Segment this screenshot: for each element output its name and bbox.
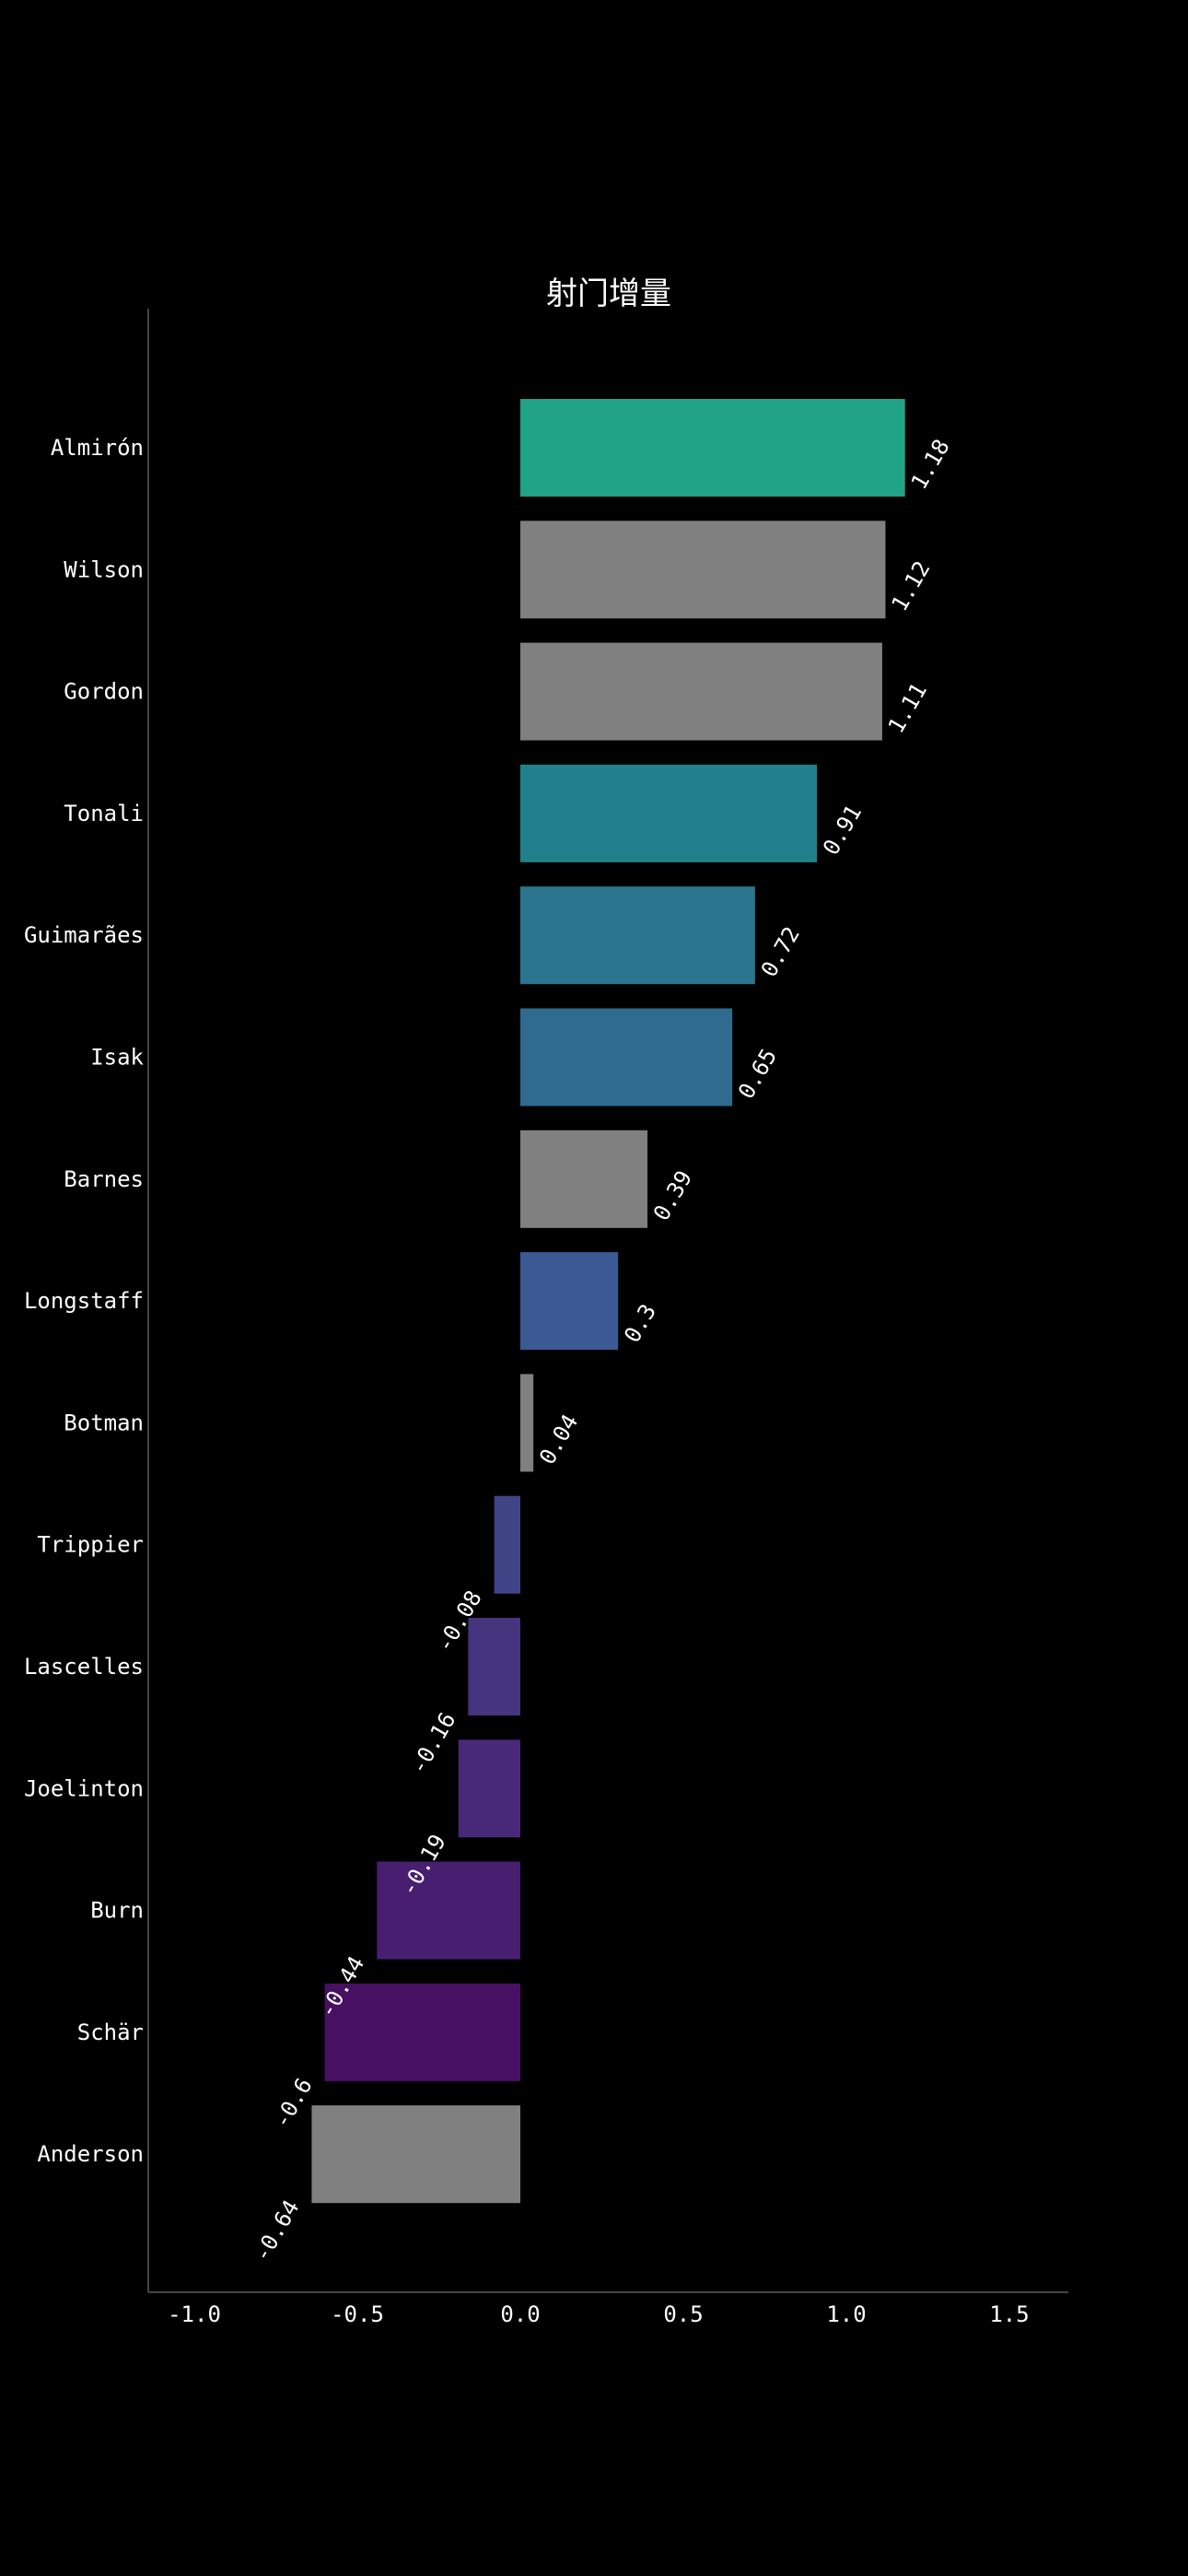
bar-14 bbox=[311, 2105, 520, 2204]
bar-10 bbox=[468, 1618, 520, 1715]
value-label: 0.04 bbox=[534, 1410, 583, 1469]
category-labels: Almirón Wilson Gordon Tonali Guimarães Isak Ba… bbox=[24, 435, 145, 2167]
x-tick-label: 0.5 bbox=[663, 2301, 703, 2327]
bar-0 bbox=[520, 399, 905, 497]
bar-9 bbox=[494, 1495, 520, 1594]
value-label: 0.72 bbox=[756, 922, 805, 981]
x-tick-label: 0.0 bbox=[500, 2301, 540, 2327]
bar-2 bbox=[520, 642, 882, 741]
category-label: Almirón bbox=[51, 435, 144, 461]
value-label: -0.16 bbox=[405, 1708, 460, 1779]
bar-12 bbox=[377, 1861, 520, 1960]
category-label: Barnes bbox=[64, 1166, 144, 1192]
category-label: Anderson bbox=[37, 2141, 144, 2167]
category-label: Schär bbox=[77, 2020, 144, 2045]
value-label: -0.6 bbox=[269, 2074, 318, 2133]
bars-group bbox=[311, 399, 905, 2204]
x-tick-label: 1.0 bbox=[826, 2301, 866, 2327]
x-tick-label: -0.5 bbox=[331, 2301, 384, 2327]
category-label: Tonali bbox=[64, 801, 144, 826]
value-label: 1.11 bbox=[883, 679, 932, 738]
value-label: 1.12 bbox=[886, 556, 935, 615]
category-label: Gordon bbox=[64, 679, 144, 705]
x-tick-label: 1.5 bbox=[989, 2301, 1029, 2327]
category-label: Joelinton bbox=[24, 1775, 144, 1801]
bar-13 bbox=[324, 1983, 520, 2081]
category-label: Burn bbox=[90, 1898, 144, 1924]
value-label: 0.91 bbox=[818, 801, 867, 860]
category-label: Isak bbox=[90, 1045, 144, 1071]
value-label: 0.65 bbox=[733, 1044, 782, 1103]
bar-3 bbox=[520, 764, 818, 862]
chart-title: 射门增量 bbox=[546, 275, 671, 312]
category-label: Botman bbox=[64, 1410, 144, 1435]
bar-7 bbox=[520, 1252, 619, 1351]
bar-11 bbox=[458, 1739, 520, 1838]
bar-8 bbox=[520, 1374, 534, 1472]
category-label: Guimarães bbox=[24, 922, 144, 948]
bar-4 bbox=[520, 886, 755, 985]
category-label: Longstaff bbox=[24, 1288, 144, 1314]
value-label: 0.3 bbox=[619, 1300, 661, 1348]
bar-6 bbox=[520, 1130, 648, 1228]
x-tick-label: -1.0 bbox=[168, 2301, 221, 2327]
x-tick-labels: -1.0 -0.5 0.0 0.5 1.0 1.5 bbox=[168, 2301, 1030, 2327]
category-label: Wilson bbox=[64, 556, 144, 582]
value-label: 0.39 bbox=[648, 1166, 697, 1225]
bar-1 bbox=[520, 521, 886, 619]
value-label: -0.64 bbox=[249, 2195, 304, 2266]
category-label: Lascelles bbox=[24, 1654, 144, 1680]
bar-5 bbox=[520, 1008, 733, 1107]
value-label: 1.18 bbox=[906, 435, 955, 494]
category-label: Trippier bbox=[37, 1532, 144, 1558]
